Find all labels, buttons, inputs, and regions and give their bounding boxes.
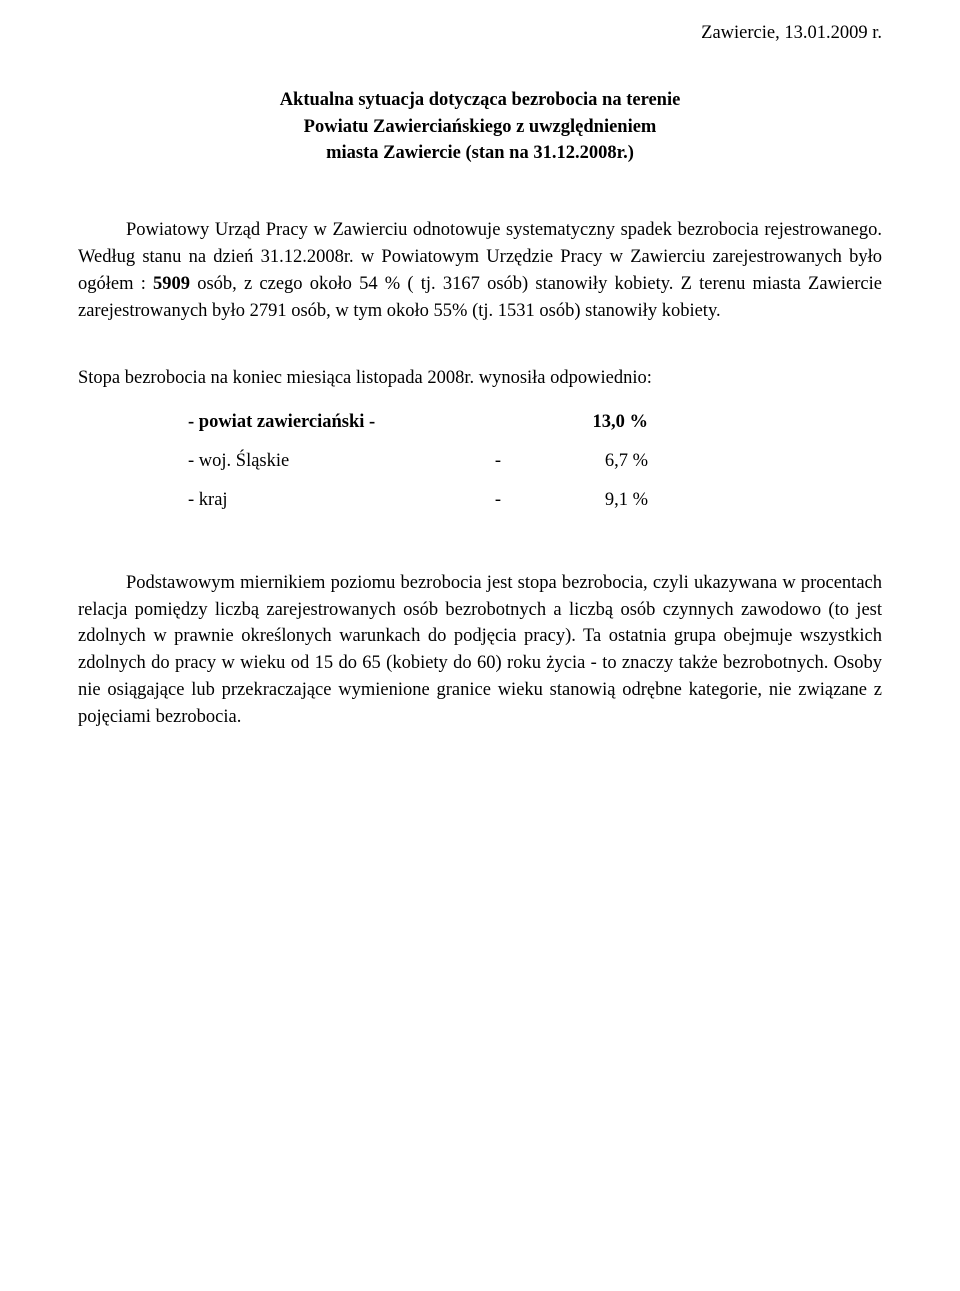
rate-label: - woj. Śląskie [188, 442, 468, 481]
rate-value: 13,0 % [528, 403, 648, 442]
rates-row: - woj. Śląskie - 6,7 % [188, 442, 648, 481]
rate-value: 9,1 % [528, 481, 648, 520]
rate-dash [468, 403, 528, 442]
rates-row: - kraj - 9,1 % [188, 481, 648, 520]
rate-value: 6,7 % [528, 442, 648, 481]
date-line: Zawiercie, 13.01.2009 r. [78, 20, 882, 47]
document-title: Aktualna sytuacja dotycząca bezrobocia n… [78, 87, 882, 167]
p1-bold-number: 5909 [153, 274, 190, 294]
p1-seg2: osób, z czego około 54 % ( tj. 3167 osób… [78, 274, 882, 321]
rate-dash: - [468, 481, 528, 520]
title-line-2: Powiatu Zawierciańskiego z uwzględnienie… [78, 114, 882, 141]
paragraph-1: Powiatowy Urząd Pracy w Zawierciu odnoto… [78, 217, 882, 324]
rates-row: - powiat zawierciański - 13,0 % [188, 403, 648, 442]
paragraph-2: Podstawowym miernikiem poziomu bezroboci… [78, 570, 882, 731]
title-line-1: Aktualna sytuacja dotycząca bezrobocia n… [78, 87, 882, 114]
rate-label: - kraj [188, 481, 468, 520]
rate-dash: - [468, 442, 528, 481]
rates-table: - powiat zawierciański - 13,0 % - woj. Ś… [188, 403, 648, 519]
title-line-3: miasta Zawiercie (stan na 31.12.2008r.) [78, 140, 882, 167]
document-page: Zawiercie, 13.01.2009 r. Aktualna sytuac… [0, 0, 960, 1291]
rate-label: - powiat zawierciański - [188, 403, 468, 442]
rates-intro: Stopa bezrobocia na koniec miesiąca list… [78, 365, 882, 392]
